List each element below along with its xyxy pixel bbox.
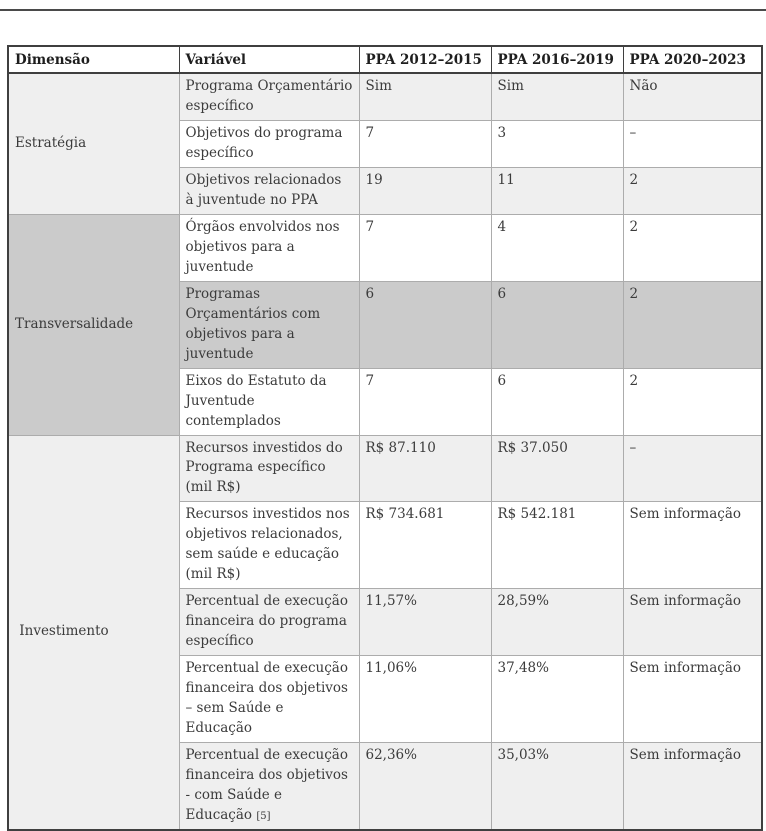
dimension-cell-transversalidade: Transversalidade <box>7 213 180 436</box>
column-header-ppa-2020-2023: PPA 2020–2023 <box>622 45 763 74</box>
value-cell: 62,36% <box>358 742 492 831</box>
dimension-cell-estrategia: Estratégia <box>7 72 180 215</box>
variable-cell: Percentual de execução financeira dos ob… <box>178 655 360 744</box>
table-row: Objetivos relacionados à juventude no PP… <box>8 166 763 215</box>
value-cell: 4 <box>490 213 624 282</box>
table-row: Eixos do Estatuto da Juventude contempla… <box>8 367 763 436</box>
column-header-ppa-2016-2019: PPA 2016–2019 <box>490 45 624 74</box>
value-cell: Sem informação <box>622 655 763 744</box>
table-row: Transversalidade Órgãos envolvidos nos o… <box>7 213 763 436</box>
value-cell: R$ 734.681 <box>358 501 492 590</box>
value-cell: 11,06% <box>358 655 492 744</box>
value-cell: 6 <box>490 367 624 436</box>
value-cell: 7 <box>358 213 492 282</box>
ppa-comparison-table: Dimensão Variável PPA 2012–2015 PPA 2016… <box>7 45 763 831</box>
value-cell: 2 <box>622 213 763 282</box>
value-cell: – <box>622 119 763 168</box>
table-row: Investimento Recursos investidos do Prog… <box>7 434 763 831</box>
value-cell: 3 <box>490 119 624 168</box>
variable-cell: Recursos investidos do Programa específi… <box>178 434 360 503</box>
table-row: Percentual de execução financeira dos ob… <box>8 655 763 744</box>
value-cell: 11,57% <box>358 588 492 657</box>
value-cell: 19 <box>358 166 492 215</box>
value-cell: 7 <box>358 367 492 436</box>
table-row: Percentual de execução financeira do pro… <box>8 588 763 657</box>
value-cell: 2 <box>622 280 763 369</box>
value-cell: 37,48% <box>490 655 624 744</box>
column-header-dimensao: Dimensão <box>7 45 180 74</box>
footnote-marker: [5] <box>256 810 271 822</box>
table-row: Objetivos do programa específico 7 3 – <box>8 119 763 168</box>
value-cell: 28,59% <box>490 588 624 657</box>
variable-cell: Percentual de execução financeira dos ob… <box>178 742 360 831</box>
value-cell: Sem informação <box>622 588 763 657</box>
variable-cell: Objetivos do programa específico <box>178 119 360 168</box>
value-cell: R$ 87.110 <box>358 434 492 503</box>
variable-cell: Objetivos relacionados à juventude no PP… <box>178 166 360 215</box>
table-row: Recursos investidos nos objetivos relaci… <box>8 501 763 590</box>
value-cell: Não <box>622 72 763 121</box>
value-cell: 2 <box>622 367 763 436</box>
header-row: Dimensão Variável PPA 2012–2015 PPA 2016… <box>7 45 763 74</box>
variable-cell: Eixos do Estatuto da Juventude contempla… <box>178 367 360 436</box>
value-cell: 6 <box>358 280 492 369</box>
table-row: Estratégia Programa Orçamentário específ… <box>7 72 763 215</box>
value-cell: Sem informação <box>622 742 763 831</box>
dimension-cell-investimento: Investimento <box>7 434 180 831</box>
value-cell: – <box>622 434 763 503</box>
value-cell: 7 <box>358 119 492 168</box>
value-cell: Sem informação <box>622 501 763 590</box>
column-header-ppa-2012-2015: PPA 2012–2015 <box>358 45 492 74</box>
value-cell: R$ 37.050 <box>490 434 624 503</box>
column-header-variavel: Variável <box>178 45 360 74</box>
value-cell: 35,03% <box>490 742 624 831</box>
value-cell: 11 <box>490 166 624 215</box>
variable-cell: Percentual de execução financeira do pro… <box>178 588 360 657</box>
value-cell: Sim <box>490 72 624 121</box>
page-top-rule <box>0 9 766 11</box>
variable-cell: Recursos investidos nos objetivos relaci… <box>178 501 360 590</box>
value-cell: R$ 542.181 <box>490 501 624 590</box>
variable-cell: Programa Orçamentário específico <box>178 72 360 121</box>
value-cell: 2 <box>622 166 763 215</box>
table-row: Programas Orçamentários com objetivos pa… <box>8 280 763 369</box>
value-cell: Sim <box>358 72 492 121</box>
variable-cell: Órgãos envolvidos nos objetivos para a j… <box>178 213 360 282</box>
variable-cell: Programas Orçamentários com objetivos pa… <box>178 280 360 369</box>
value-cell: 6 <box>490 280 624 369</box>
